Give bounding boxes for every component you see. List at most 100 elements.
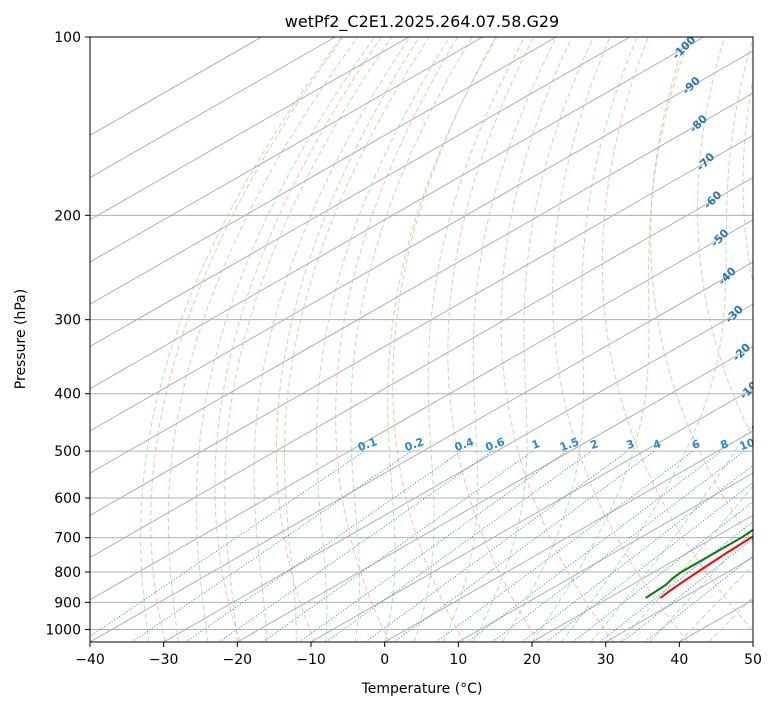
isotherm-line bbox=[90, 261, 753, 642]
mixing-ratio-line bbox=[622, 537, 753, 642]
axes: −40 −30 −20 −10 0 10 20 30 40 5010020030040050060… bbox=[45, 30, 762, 668]
mixing-ratio-line bbox=[545, 481, 753, 642]
y-tick-label: 1000 bbox=[45, 622, 81, 638]
isotherm-line bbox=[310, 388, 753, 642]
isotherm-line bbox=[90, 92, 753, 474]
mixing-ratio-line bbox=[262, 450, 534, 642]
mixing-ratio-line bbox=[218, 450, 493, 642]
dry-adiabat bbox=[601, 37, 753, 632]
moist-adiabat bbox=[678, 564, 753, 642]
y-tick-label: 700 bbox=[54, 531, 81, 547]
moist-adiabat bbox=[316, 37, 451, 642]
dry-adiabat bbox=[447, 37, 540, 642]
moist-adiabat bbox=[384, 37, 498, 642]
mixing-ratio-line bbox=[599, 520, 753, 642]
isotherm-label: -90 bbox=[680, 74, 703, 97]
isotherm-line bbox=[90, 219, 753, 601]
moist-adiabat bbox=[620, 485, 753, 642]
isotherm-line bbox=[90, 37, 704, 390]
moist-adiabat bbox=[561, 37, 753, 642]
isotherm-line bbox=[384, 430, 753, 642]
dry-adiabat bbox=[697, 37, 753, 440]
isotherm-label: -10 bbox=[737, 379, 760, 402]
dry-adiabat bbox=[500, 37, 614, 642]
y-tick-label: 900 bbox=[54, 595, 81, 611]
isotherm-line bbox=[90, 37, 262, 136]
x-tick-label: 50 bbox=[744, 652, 762, 668]
dry-adiabat bbox=[150, 37, 344, 642]
mixing-ratio-label: 4 bbox=[651, 437, 663, 452]
isotherm-line bbox=[163, 303, 753, 642]
mixing-ratio-line bbox=[365, 450, 628, 642]
x-axis-label: Temperature (°C) bbox=[361, 681, 483, 697]
y-tick-label: 500 bbox=[54, 444, 81, 460]
mixing-ratio-label: 8 bbox=[719, 437, 731, 452]
moist-adiabat bbox=[284, 37, 430, 642]
mixing-ratio-label: 2 bbox=[588, 437, 600, 452]
mixing-ratio-label: 10 bbox=[738, 436, 757, 454]
mixing-ratio-label: 0.6 bbox=[484, 435, 507, 454]
profile-lines bbox=[645, 528, 753, 599]
plot-frame bbox=[89, 36, 754, 643]
moist-adiabat bbox=[140, 37, 343, 642]
chart-title: wetPf2_C2E1.2025.264.07.58.G29 bbox=[285, 12, 559, 32]
dry-adiabat bbox=[275, 37, 420, 642]
x-tick-label: 0 bbox=[380, 652, 389, 668]
isotherm-line bbox=[90, 37, 557, 305]
isotherm-line bbox=[90, 37, 410, 221]
moist-adiabat bbox=[224, 37, 393, 642]
dry-adiabat bbox=[335, 37, 458, 642]
isotherm-label: 0 bbox=[749, 421, 764, 436]
mixing-ratio-line bbox=[436, 450, 694, 642]
y-tick-label: 800 bbox=[54, 565, 81, 581]
isotherm-label: 20 bbox=[760, 495, 775, 515]
isotherm-line bbox=[90, 37, 483, 263]
isotherm-line bbox=[531, 514, 753, 642]
mixing-ratio-line bbox=[131, 450, 412, 642]
y-tick-label: 600 bbox=[54, 491, 81, 507]
moist-adiabat bbox=[590, 420, 753, 642]
isotherm-line bbox=[90, 50, 753, 432]
mixing-ratio-line bbox=[185, 450, 462, 642]
mixing-ratio-label: 0.2 bbox=[403, 435, 426, 454]
mixing-ratio-label: 0.4 bbox=[453, 435, 476, 454]
isotherm-label: -80 bbox=[687, 112, 710, 135]
isotherm-line bbox=[90, 176, 753, 559]
moist-adiabat bbox=[531, 37, 691, 642]
x-tick-label: 10 bbox=[449, 652, 467, 668]
mixing-ratio-label: 3 bbox=[625, 437, 637, 452]
isotherm-line bbox=[90, 37, 336, 179]
isotherm-label: 10 bbox=[753, 456, 773, 476]
moist-adiabat bbox=[649, 528, 753, 642]
temperature-profile bbox=[659, 535, 753, 599]
y-tick-label: 100 bbox=[54, 30, 81, 46]
y-tick-label: 400 bbox=[54, 387, 81, 403]
mixing-ratio-line bbox=[521, 464, 753, 642]
mixing-ratio-line bbox=[467, 450, 722, 642]
mixing-ratio-line bbox=[491, 450, 745, 642]
dewpoint-profile bbox=[645, 528, 753, 599]
moist-adiabat bbox=[502, 37, 638, 642]
isotherm-line bbox=[752, 641, 753, 642]
mixing-ratio-line bbox=[90, 450, 365, 638]
mixing-ratio-line bbox=[644, 555, 753, 642]
isotherm-label: -40 bbox=[716, 264, 739, 287]
moist-adiabat bbox=[708, 596, 753, 642]
dry-adiabat bbox=[650, 37, 753, 544]
x-tick-label: 20 bbox=[523, 652, 541, 668]
dry-adiabat bbox=[552, 37, 689, 642]
moist-adiabat bbox=[350, 37, 473, 642]
moist-adiabat bbox=[413, 37, 526, 642]
moist-adiabat bbox=[167, 37, 359, 642]
dry-adiabat bbox=[214, 37, 382, 642]
y-tick-label: 200 bbox=[54, 208, 81, 224]
background-grid bbox=[90, 37, 753, 642]
isotherm-label: -50 bbox=[708, 226, 731, 249]
moist-adiabat bbox=[443, 37, 558, 642]
mixing-ratio-line bbox=[298, 450, 567, 642]
x-tick-label: 30 bbox=[597, 652, 615, 668]
isotherm-label: -60 bbox=[701, 188, 724, 211]
dry-adiabat bbox=[742, 77, 753, 285]
moist-adiabat bbox=[253, 37, 411, 642]
